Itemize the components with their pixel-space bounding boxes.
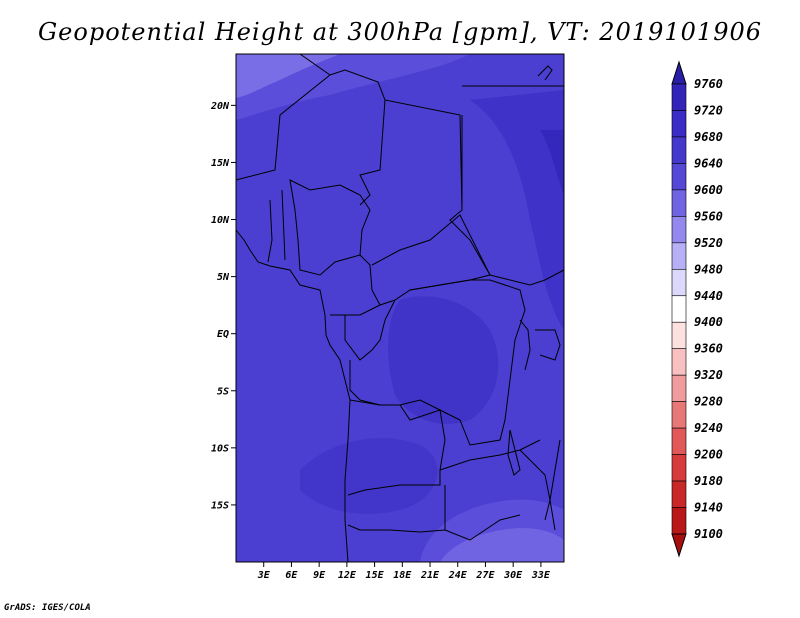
colorbar-label: 9320 [694, 368, 723, 382]
colorbar-label: 9480 [694, 262, 723, 276]
lat-tick-label: EQ [217, 329, 229, 340]
colorbar-label: 9400 [694, 315, 723, 329]
colorbar-label: 9440 [694, 289, 723, 303]
colorbar-swatch [671, 454, 687, 482]
colorbar-swatch [671, 507, 687, 535]
lat-tick-label: 5S [217, 386, 229, 397]
border-mali-niger [236, 74, 331, 181]
lon-tick-label: 6E [285, 570, 298, 581]
footer-credit: GrADS: IGES/COLA [4, 603, 91, 613]
colorbar-label: 9520 [694, 236, 723, 250]
colorbar-label: 9680 [694, 130, 723, 144]
lon-tick-label: 15E [366, 570, 385, 581]
colorbar-label: 9560 [694, 209, 723, 223]
height-field [236, 54, 564, 562]
colorbar-swatch [671, 216, 687, 244]
lake-border-east [519, 319, 561, 371]
colorbar-swatch [671, 163, 687, 191]
border-namibia [347, 524, 446, 533]
border-niger-chad [359, 99, 386, 206]
colorbar-label: 9720 [694, 103, 723, 117]
lat-tick-label: 5N [217, 272, 230, 283]
colorbar-swatch [671, 189, 687, 217]
map-frame [235, 53, 565, 563]
colorbar-label: 9100 [694, 527, 723, 541]
colorbar-label: 9240 [694, 421, 723, 435]
colorbar-swatch [671, 374, 687, 402]
colorbar-swatch [671, 83, 687, 111]
latitude-axis: 20N 15N 10N 5N EQ 5S 10S 15S [210, 101, 236, 511]
coastline-red-sea [537, 65, 553, 81]
colorbar-label: 9760 [694, 77, 723, 91]
contour-9640-east [470, 90, 564, 330]
contour-9680-east [540, 130, 564, 195]
lon-tick-label: 18E [393, 570, 412, 581]
lake-malawi [507, 429, 521, 476]
lat-tick-label: 15N [211, 158, 230, 169]
contour-9560-south [440, 528, 564, 562]
colorbar-swatch [671, 136, 687, 164]
border-congo [344, 299, 396, 361]
colorbar-swatch [671, 268, 687, 297]
colorbar-swatch [671, 321, 687, 350]
lon-tick-label: 33E [531, 570, 551, 581]
border-zambia [439, 439, 541, 471]
lat-tick-label: 10S [211, 443, 229, 454]
colorbar-label: 9200 [694, 448, 723, 462]
lon-tick-label: 9E [313, 570, 326, 581]
colorbar-swatch [671, 480, 687, 508]
lon-tick-label: 12E [338, 570, 357, 581]
lon-tick-label: 21E [420, 570, 440, 581]
colorbar-label: 9140 [694, 501, 723, 515]
colorbar-swatch [671, 242, 687, 270]
colorbar-swatch [671, 348, 687, 376]
border-benin-togo [267, 189, 286, 263]
lon-tick-label: 3E [257, 570, 271, 581]
colorbar: 9760 9720 9680 9640 9600 9560 9520 9480 9440 9400… [671, 60, 723, 558]
border-angola [347, 399, 446, 496]
border-mozambique [519, 449, 551, 521]
colorbar-bottom-arrow [671, 533, 687, 558]
country-borders [236, 54, 564, 562]
border-east-coast [549, 439, 561, 531]
lat-tick-label: 10N [211, 215, 230, 226]
lon-tick-label: 27E [475, 570, 495, 581]
longitude-axis: 3E 6E 9E 12E 15E 18E 21E 24E 27E 30E 33E [257, 562, 551, 581]
colorbar-swatch [671, 110, 687, 138]
border-botswana [444, 485, 521, 541]
border-car [371, 214, 491, 306]
border-south-sudan [489, 269, 564, 286]
colorbar-label: 9280 [694, 395, 723, 409]
contour-9640-central [388, 296, 499, 424]
colorbar-label: 9360 [694, 342, 723, 356]
colorbar-label: 9600 [694, 183, 723, 197]
colorbar-swatch [671, 401, 687, 429]
border-chad-sudan [449, 115, 491, 276]
colorbar-swatch [671, 295, 687, 323]
lat-tick-label: 20N [210, 101, 230, 112]
contour-9560-nw [236, 54, 340, 98]
chart-title: Geopotential Height at 300hPa [gpm], VT:… [38, 18, 762, 46]
contour-9640-south [300, 438, 438, 514]
colorbar-label: 9640 [694, 156, 723, 170]
colorbar-swatch [671, 427, 687, 455]
lon-tick-label: 30E [503, 570, 523, 581]
colorbar-label: 9180 [694, 474, 723, 488]
lat-tick-label: 15S [211, 500, 229, 511]
lon-tick-label: 24E [448, 570, 468, 581]
coastline-west-africa [236, 229, 351, 562]
colorbar-top-arrow [671, 60, 687, 85]
